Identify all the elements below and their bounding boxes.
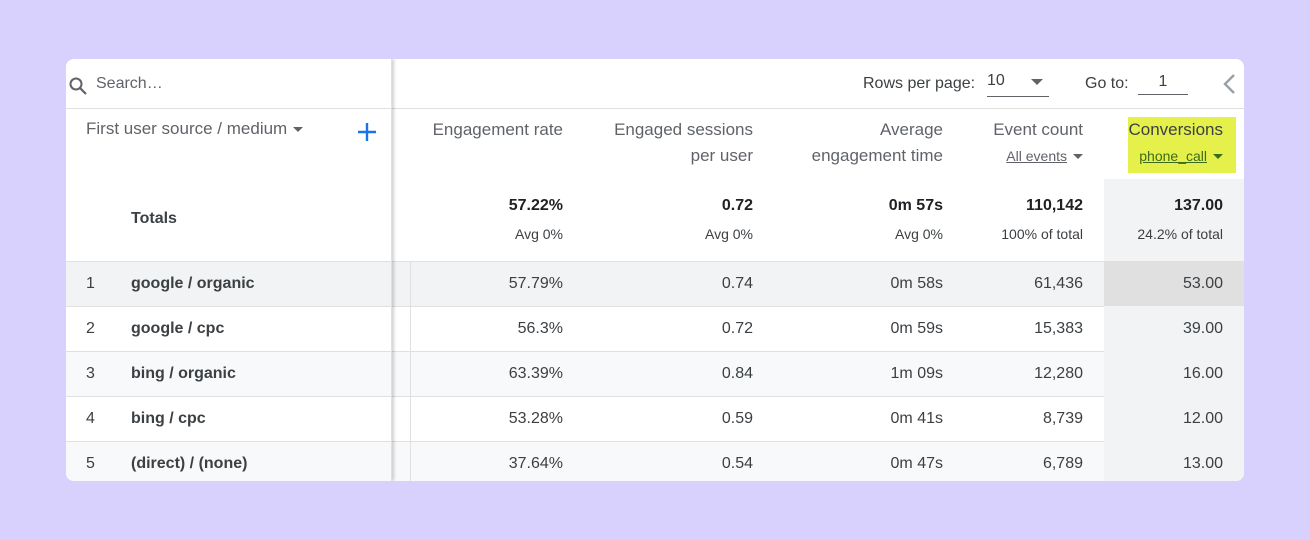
event-filter-label: All events [1006,148,1067,164]
scroll-gutter [393,261,411,481]
search-icon [69,77,87,95]
caret-down-icon [1073,153,1083,159]
dimension-row[interactable]: 5 (direct) / (none) [66,441,391,481]
column-subtitle: engagement time [811,146,943,165]
conversions-cell: 39.00 [1182,320,1223,337]
engagement-rate-header[interactable]: Engagement rate [433,117,563,143]
column-title: Event count [993,120,1083,139]
event-count-cell: 8,739 [1042,410,1083,427]
total-engagement-rate-sub: Avg 0% [515,226,563,242]
column-title: Engagement rate [432,120,563,139]
rows-per-page-select[interactable]: 10 [987,70,1049,97]
engagement-rate-cell: 56.3% [517,320,563,337]
dimension-header-label: First user source / medium [86,119,288,138]
column-title: Conversions [1128,120,1224,139]
avg-engagement-time-cell: 1m 09s [890,365,943,382]
goto-label: Go to: [1085,75,1129,92]
event-count-cell: 12,280 [1034,365,1083,382]
row-dimension-label: (direct) / (none) [131,455,248,472]
row-number: 2 [86,320,95,337]
conversions-cell: 13.00 [1182,455,1223,472]
dimension-row[interactable]: 2 google / cpc [66,306,391,352]
conversions-hover-cell [1104,261,1244,306]
row-number: 3 [86,365,95,382]
conversions-column-shade [1104,179,1244,481]
conversion-event-label: phone_call [1139,148,1207,164]
dimension-row[interactable]: 1 google / organic [66,261,391,307]
total-avg-engagement-time: 0m 57s [888,197,943,214]
engagement-rate-cell: 37.64% [508,455,563,472]
totals-label: Totals [131,210,177,227]
event-count-header[interactable]: Event count All events [993,117,1083,169]
table-row[interactable]: 56.3% 0.72 0m 59s 15,383 39.00 [66,306,1244,352]
column-title: Average [879,120,943,139]
engagement-rate-cell: 57.79% [508,275,563,292]
total-conversions: 137.00 [1174,197,1223,214]
rows-per-page-value: 10 [987,72,1005,89]
engagement-rate-cell: 53.28% [508,410,563,427]
total-event-count-sub: 100% of total [1001,226,1083,242]
event-count-cell: 6,789 [1042,455,1083,472]
row-dimension-label: bing / organic [131,365,236,382]
engaged-sessions-cell: 0.84 [721,365,753,382]
avg-engagement-time-header[interactable]: Average engagement time [812,117,943,169]
row-number: 5 [86,455,95,472]
conversions-cell: 12.00 [1182,410,1223,427]
total-engagement-rate: 57.22% [508,197,563,214]
search-input[interactable] [96,73,376,95]
total-event-count: 110,142 [1026,197,1083,214]
avg-engagement-time-cell: 0m 59s [890,320,943,337]
dimension-panel: First user source / medium Totals 1 goog… [66,59,392,481]
total-conversions-sub: 24.2% of total [1137,226,1223,242]
search-bar [66,59,391,109]
engaged-sessions-cell: 0.54 [721,455,753,472]
conversions-cell: 53.00 [1182,275,1223,292]
avg-engagement-time-cell: 0m 47s [890,455,943,472]
event-filter-dropdown[interactable]: All events [1006,143,1083,169]
row-dimension-label: bing / cpc [131,410,206,427]
column-title: Engaged sessions [614,120,753,139]
engagement-rate-cell: 63.39% [508,365,563,382]
report-table-card: 57.79% 0.74 0m 58s 61,436 53.00 56.3% 0.… [66,59,1244,481]
engaged-sessions-header[interactable]: Engaged sessions per user [614,117,753,169]
caret-down-icon [293,126,304,132]
avg-engagement-time-cell: 0m 41s [890,410,943,427]
total-avg-engagement-time-sub: Avg 0% [895,226,943,242]
conversions-highlight [1128,117,1236,173]
pagination-toolbar: Rows per page: 10 Go to: [391,59,1244,109]
dimension-row[interactable]: 3 bing / organic [66,351,391,397]
table-row[interactable]: 53.28% 0.59 0m 41s 8,739 12.00 [66,396,1244,442]
event-count-cell: 61,436 [1034,275,1083,292]
caret-down-icon [1213,153,1223,159]
row-number: 1 [86,275,95,292]
column-subtitle: per user [690,146,753,165]
chevron-down-icon [1031,79,1043,85]
conversions-header[interactable]: Conversions phone_call [1128,117,1224,169]
rows-per-page-label: Rows per page: [863,75,976,92]
row-dimension-label: google / cpc [131,320,225,337]
engaged-sessions-cell: 0.74 [721,275,753,292]
dimension-row[interactable]: 4 bing / cpc [66,396,391,442]
engaged-sessions-cell: 0.72 [721,320,753,337]
conversions-cell: 16.00 [1182,365,1223,382]
row-number: 4 [86,410,95,427]
total-engaged-sessions: 0.72 [721,197,753,214]
chevron-left-icon[interactable] [1221,73,1239,95]
dimension-selector[interactable]: First user source / medium [86,119,304,139]
engaged-sessions-cell: 0.59 [721,410,753,427]
row-dimension-label: google / organic [131,275,255,292]
event-count-cell: 15,383 [1034,320,1083,337]
conversion-event-dropdown[interactable]: phone_call [1139,143,1223,169]
total-engaged-sessions-sub: Avg 0% [705,226,753,242]
goto-page-input[interactable] [1138,70,1188,95]
avg-engagement-time-cell: 0m 58s [890,275,943,292]
add-dimension-icon[interactable] [356,121,378,143]
